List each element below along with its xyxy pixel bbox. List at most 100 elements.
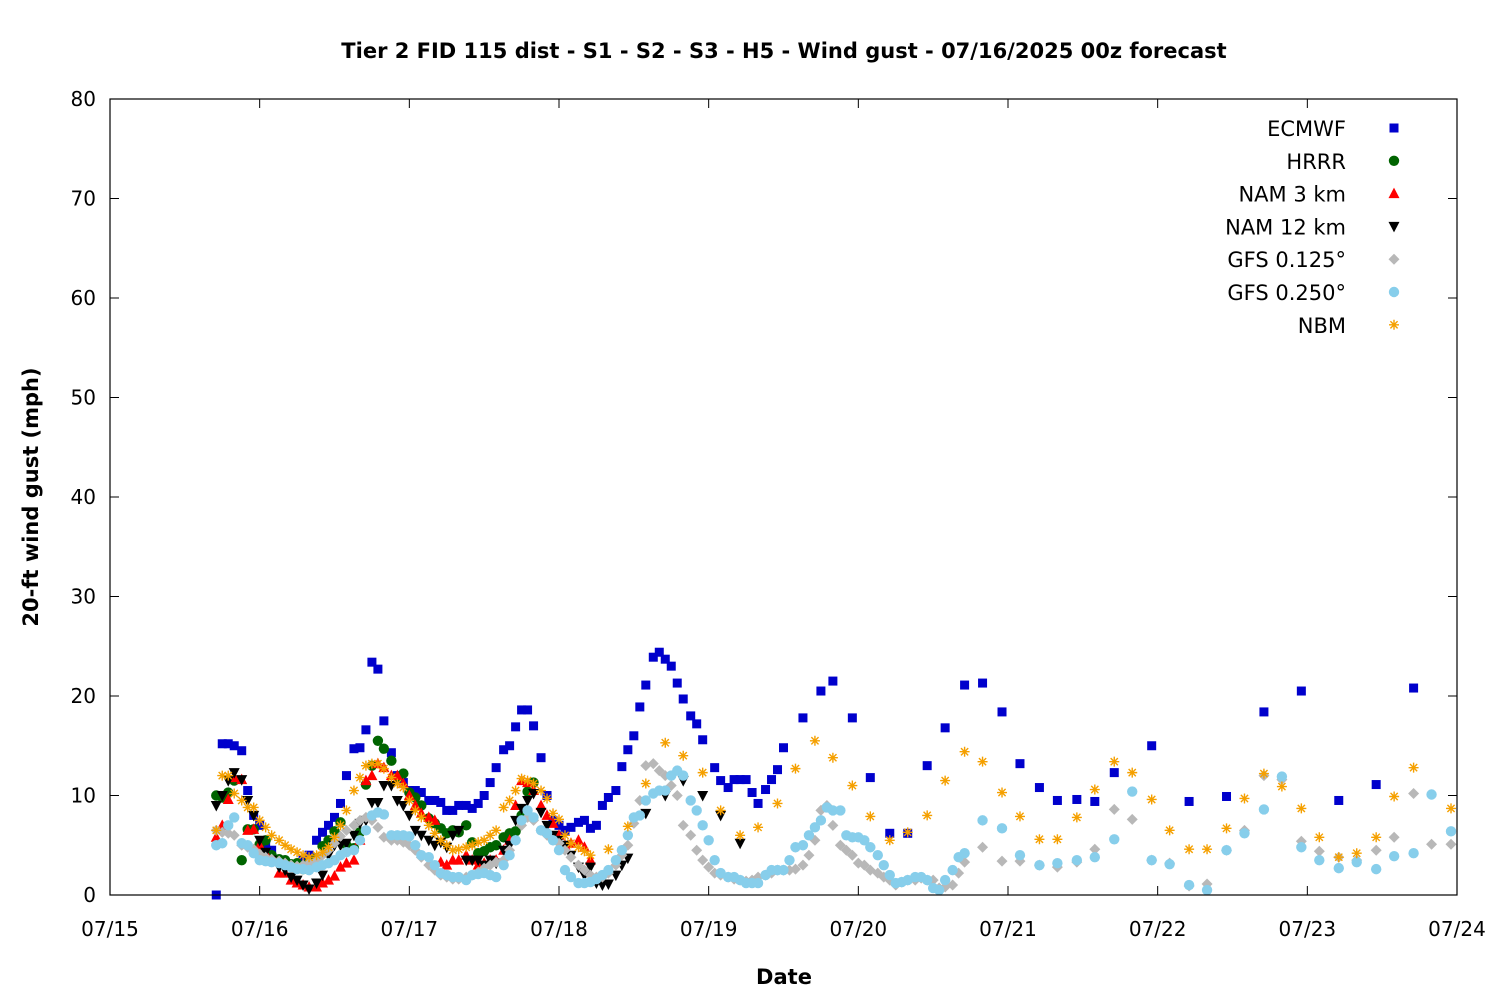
gfs-0-250-point — [490, 871, 502, 883]
gfs-0-250-point — [865, 842, 876, 853]
nbm-point — [378, 763, 389, 774]
gfs-0-250-point — [872, 850, 883, 861]
legend-marker-nbm — [1389, 319, 1399, 330]
nbm-point — [435, 835, 446, 846]
nbm-point — [410, 805, 421, 816]
gfs-0-250-point — [1201, 884, 1213, 896]
nbm-point — [360, 760, 371, 771]
ecmwf-point — [1334, 795, 1344, 805]
gfs-0-250-point — [1258, 804, 1270, 815]
gfs-0-250-point — [1127, 786, 1138, 797]
nbm-point — [622, 821, 633, 832]
gfs-0-250-point — [1370, 863, 1382, 875]
nbm-point — [211, 825, 222, 836]
y-tick-label: 0 — [83, 883, 96, 907]
gfs-0-250-point — [404, 831, 415, 842]
gfs-0-250-point — [522, 805, 533, 816]
nbm-point — [485, 830, 496, 841]
nam-3-km-point — [323, 874, 335, 885]
ecmwf-point — [741, 775, 751, 785]
nam-12-km-point — [535, 807, 547, 819]
nbm-point — [354, 772, 365, 783]
gfs-0-125-point — [1445, 838, 1457, 850]
nbm-point — [554, 814, 564, 825]
nbm-point — [1276, 781, 1287, 792]
nbm-point — [1014, 811, 1025, 822]
nbm-point — [1296, 803, 1307, 814]
nbm-point — [248, 802, 259, 813]
nam-12-km-point — [210, 800, 222, 812]
nbm-point — [1351, 848, 1362, 859]
ecmwf-point — [517, 705, 527, 715]
nbm-point — [603, 844, 614, 855]
ecmwf-point — [355, 743, 365, 753]
ecmwf-point — [698, 735, 708, 745]
nbm-point — [1052, 834, 1063, 845]
nam-12-km-point — [584, 862, 596, 874]
nbm-point — [254, 815, 265, 826]
nbm-point — [491, 825, 502, 836]
nam-3-km-point — [360, 774, 372, 786]
nbm-point — [573, 842, 584, 853]
nam-12-km-point — [311, 878, 323, 890]
gfs-0-250-point — [498, 859, 509, 871]
nbm-point — [585, 850, 596, 861]
nam-3-km-point — [441, 859, 453, 870]
gfs-0-250-point — [660, 785, 671, 796]
gfs-0-250-point — [1239, 828, 1250, 839]
nbm-point — [1109, 756, 1120, 767]
ecmwf-point — [505, 741, 515, 751]
nbm-point — [753, 822, 764, 833]
axes: 0 10 20 30 40 50 60 70 80 07/15 07/16 07/17 07/18 07/… — [71, 87, 1486, 941]
nbm-point — [1314, 832, 1325, 843]
gfs-0-125-point — [1426, 838, 1438, 850]
nbm-point — [498, 802, 509, 813]
gfs-0-250-point — [1296, 842, 1307, 853]
hrrr-point — [372, 735, 384, 746]
gfs-0-125-point — [1108, 803, 1120, 815]
gfs-0-125-point — [685, 829, 697, 841]
gfs-0-250-point — [1109, 834, 1120, 845]
legend-label-ecmwf: ECMWF — [1267, 117, 1346, 141]
chart-title: Tier 2 FID 115 dist - S1 - S2 - S3 - H5 … — [341, 39, 1226, 63]
nbm-point — [1146, 794, 1157, 805]
ecmwf-point — [243, 786, 253, 796]
ecmwf-point — [1184, 796, 1194, 806]
nam-12-km-point — [372, 797, 384, 809]
nbm-point — [790, 763, 801, 774]
ecmwf-point — [566, 822, 576, 832]
gfs-0-250-point — [634, 810, 646, 821]
ecmwf-point — [573, 817, 583, 827]
nbm-point — [1071, 812, 1082, 823]
nbm-point — [1239, 793, 1250, 804]
nbm-point — [559, 830, 570, 841]
ecmwf-point — [1109, 768, 1119, 778]
legend-label-gfs-0-250: GFS 0.250° — [1227, 281, 1346, 305]
ecmwf-point — [424, 795, 434, 805]
nbm-point — [640, 778, 651, 789]
x-tick-label: 07/21 — [979, 917, 1037, 941]
nbm-point — [372, 758, 383, 769]
nbm-point — [260, 822, 271, 833]
nbm-point — [441, 840, 452, 851]
ecmwf-point — [729, 775, 739, 785]
ecmwf-point — [723, 783, 733, 793]
nbm-point — [516, 773, 527, 784]
nbm-point — [902, 827, 913, 838]
nbm-point — [341, 805, 352, 816]
nbm-point — [809, 735, 820, 746]
gfs-0-250-point — [1089, 851, 1101, 863]
nam-12-km-point — [348, 830, 360, 842]
ecmwf-point — [1296, 686, 1306, 696]
nbm-point — [416, 812, 427, 823]
ecmwf-point — [430, 795, 440, 805]
gfs-0-125-point — [947, 879, 959, 891]
nbm-point — [348, 785, 359, 796]
legend-marker-nam-3-km — [1388, 187, 1400, 199]
nbm-point — [522, 775, 533, 786]
ecmwf-point — [635, 702, 645, 712]
gfs-0-250-point — [541, 828, 553, 839]
nbm-point — [1164, 825, 1175, 836]
legend-marker-gfs-0-125 — [1388, 253, 1400, 265]
gfs-0-125-point — [1313, 845, 1325, 857]
